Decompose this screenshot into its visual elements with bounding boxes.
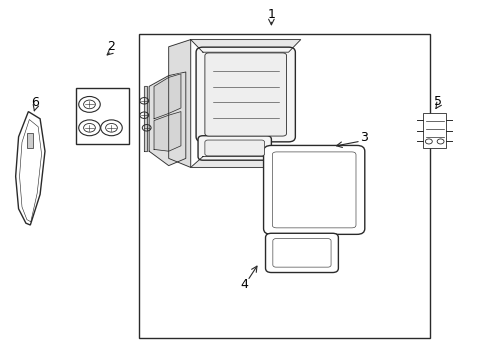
FancyBboxPatch shape: [272, 152, 355, 228]
FancyBboxPatch shape: [272, 239, 330, 267]
Bar: [139, 34, 429, 338]
Polygon shape: [27, 133, 33, 148]
Text: 5: 5: [433, 95, 441, 108]
Text: 4: 4: [240, 278, 248, 291]
FancyBboxPatch shape: [196, 47, 295, 142]
Text: 2: 2: [107, 40, 115, 53]
FancyBboxPatch shape: [265, 233, 338, 273]
Polygon shape: [154, 112, 181, 151]
Bar: [422, 113, 446, 148]
Text: 6: 6: [31, 96, 39, 109]
FancyBboxPatch shape: [204, 53, 286, 136]
Polygon shape: [154, 74, 181, 119]
Bar: [76, 88, 128, 144]
FancyBboxPatch shape: [198, 136, 271, 160]
Polygon shape: [144, 86, 146, 151]
FancyBboxPatch shape: [263, 145, 364, 234]
Text: 1: 1: [267, 8, 275, 21]
Polygon shape: [168, 40, 190, 167]
Polygon shape: [16, 112, 45, 225]
Polygon shape: [190, 40, 300, 52]
Text: 3: 3: [360, 131, 367, 144]
Polygon shape: [149, 72, 185, 166]
FancyBboxPatch shape: [204, 140, 264, 156]
Polygon shape: [190, 157, 288, 167]
